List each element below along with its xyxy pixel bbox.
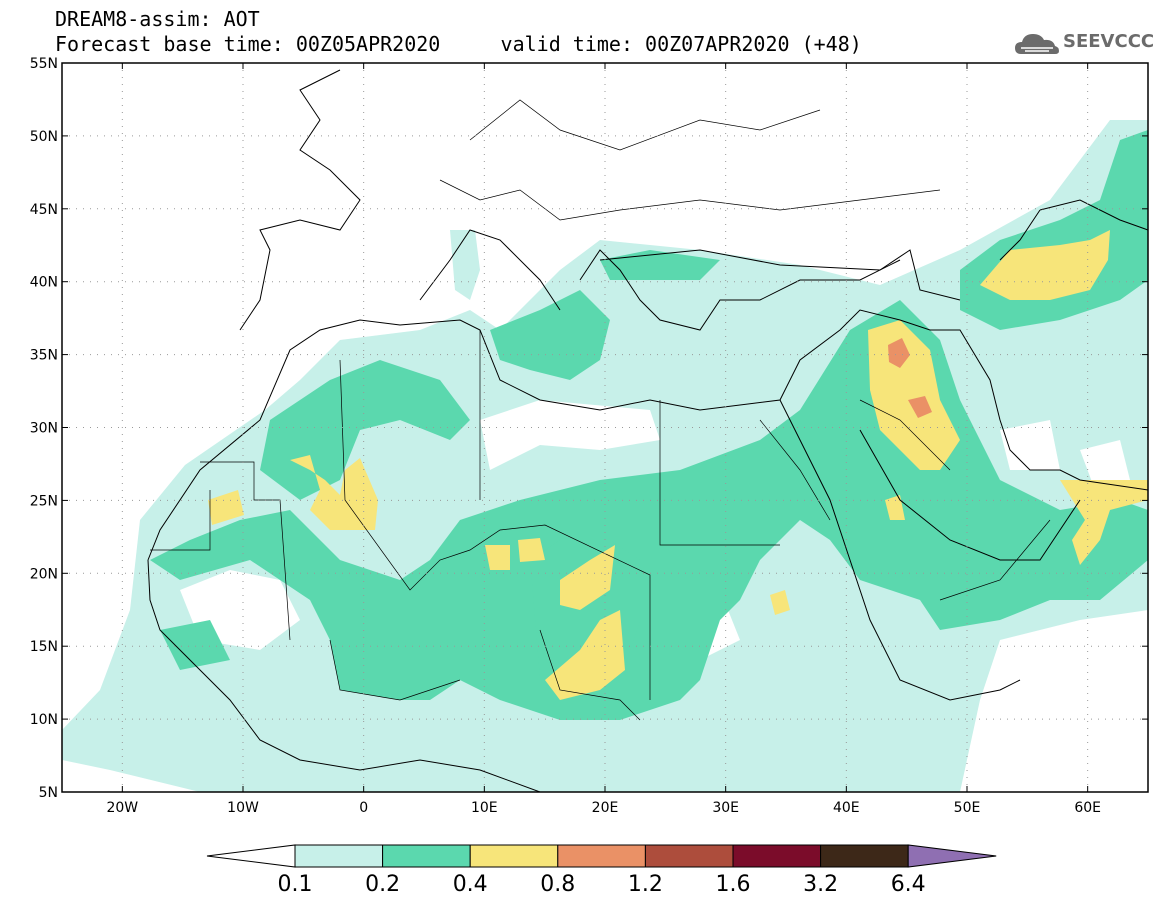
longitude-labels: 20W 10W 0 10E 20E 30E 40E 50E 60E bbox=[106, 800, 1101, 816]
colorbar-level-label: 0.2 bbox=[365, 872, 400, 897]
valid-time: 00Z07APR2020 (+48) bbox=[645, 32, 862, 56]
colorbar-labels: 0.1 0.2 0.4 0.8 1.2 1.6 3.2 6.4 bbox=[278, 872, 926, 897]
lon-tick-label: 10E bbox=[471, 800, 498, 816]
lon-tick-label: 50E bbox=[954, 800, 981, 816]
colorbar-segment bbox=[294, 844, 384, 868]
lat-tick-label: 40N bbox=[30, 275, 58, 291]
lon-tick-label: 0 bbox=[359, 800, 368, 816]
colorbar bbox=[206, 844, 997, 868]
coastlines bbox=[147, 69, 1148, 792]
latitude-labels: 55N 50N 45N 40N 35N 30N 25N 20N 15N 10N 5N bbox=[30, 56, 58, 801]
colorbar-level-label: 6.4 bbox=[891, 872, 926, 897]
lon-tick-label: 20W bbox=[106, 800, 138, 816]
gridlines bbox=[62, 63, 1148, 792]
colorbar-level-label: 1.2 bbox=[628, 872, 663, 897]
axis-ticks bbox=[62, 62, 1148, 793]
lon-tick-label: 20E bbox=[592, 800, 619, 816]
lon-tick-label: 10W bbox=[227, 800, 259, 816]
colorbar-level-label: 1.6 bbox=[716, 872, 751, 897]
cloud-icon bbox=[1015, 34, 1059, 54]
lat-tick-label: 20N bbox=[30, 566, 58, 582]
colorbar-segment bbox=[469, 844, 559, 868]
colorbar-segment bbox=[644, 844, 734, 868]
colorbar-segment bbox=[382, 844, 471, 868]
lat-tick-label: 5N bbox=[39, 785, 58, 801]
colorbar-level-label: 0.1 bbox=[278, 872, 313, 897]
lat-tick-label: 10N bbox=[30, 712, 58, 728]
colorbar-level-label: 3.2 bbox=[803, 872, 838, 897]
colorbar-high-arrow bbox=[907, 844, 997, 868]
lat-tick-label: 45N bbox=[30, 202, 58, 218]
seevccc-logo: SEEVCCC bbox=[1011, 28, 1155, 60]
colorbar-low-arrow bbox=[206, 844, 296, 868]
time-info: Forecast base time: 00Z05APR2020 valid t… bbox=[55, 33, 862, 55]
lat-tick-label: 30N bbox=[30, 421, 58, 437]
colorbar-level-label: 0.8 bbox=[540, 872, 575, 897]
lon-tick-label: 30E bbox=[712, 800, 739, 816]
lat-tick-label: 50N bbox=[30, 129, 58, 145]
base-time: 00Z05APR2020 bbox=[295, 32, 441, 56]
lon-tick-label: 60E bbox=[1074, 800, 1101, 816]
colorbar-segment bbox=[732, 844, 822, 868]
colorbar-segment bbox=[557, 844, 646, 868]
aot-level-0.8 bbox=[888, 338, 932, 418]
lat-tick-label: 35N bbox=[30, 348, 58, 364]
product-title: DREAM8-assim: AOT bbox=[55, 7, 260, 31]
lat-tick-label: 55N bbox=[30, 56, 58, 72]
valid-time-label: valid time: bbox=[500, 32, 633, 56]
colorbar-level-label: 0.4 bbox=[453, 872, 488, 897]
lat-tick-label: 15N bbox=[30, 639, 58, 655]
country-borders bbox=[150, 99, 1051, 721]
base-time-label: Forecast base time: bbox=[55, 32, 284, 56]
lon-tick-label: 40E bbox=[833, 800, 860, 816]
logo-text: SEEVCCC bbox=[1063, 31, 1155, 52]
lat-tick-label: 25N bbox=[30, 493, 58, 509]
colorbar-segment bbox=[820, 844, 909, 868]
